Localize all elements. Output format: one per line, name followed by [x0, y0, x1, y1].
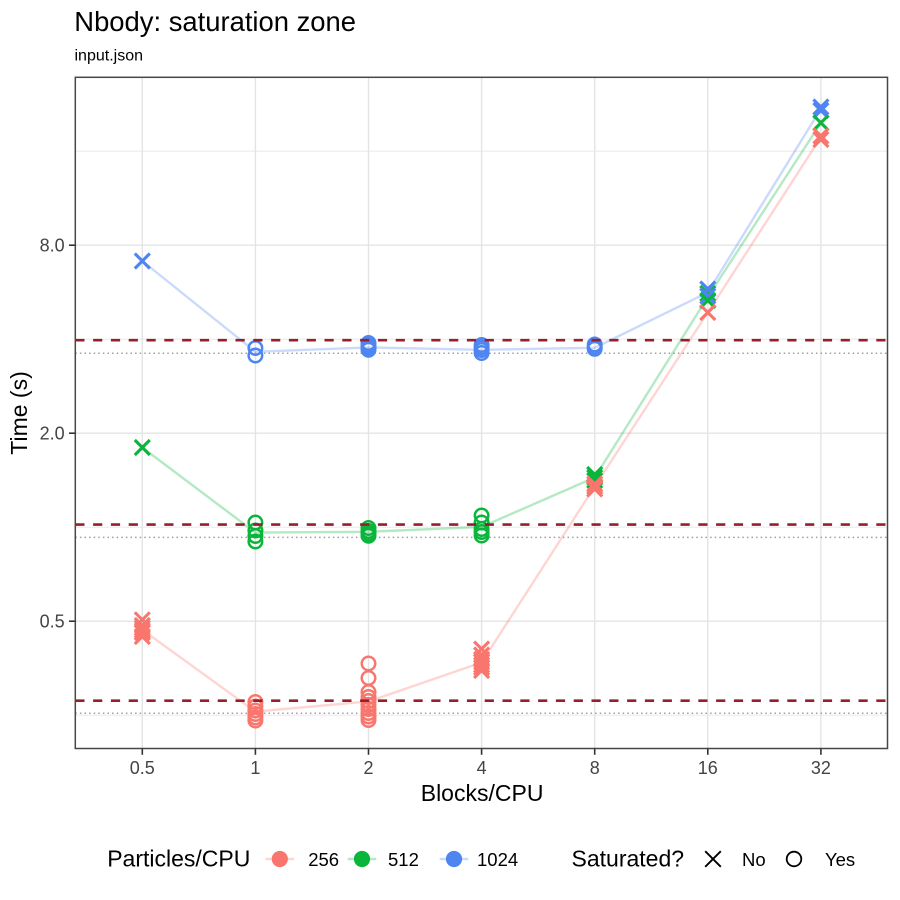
svg-text:8: 8: [590, 758, 600, 778]
svg-text:Time (s): Time (s): [6, 371, 32, 454]
svg-text:0.5: 0.5: [130, 758, 155, 778]
svg-text:Yes: Yes: [825, 849, 855, 870]
svg-text:Saturated?: Saturated?: [572, 846, 685, 872]
svg-text:Blocks/CPU: Blocks/CPU: [421, 780, 544, 806]
svg-text:32: 32: [811, 758, 831, 778]
svg-text:8.0: 8.0: [40, 236, 65, 256]
svg-text:1024: 1024: [477, 849, 518, 870]
svg-text:2.0: 2.0: [40, 424, 65, 444]
svg-text:No: No: [742, 849, 766, 870]
svg-text:2: 2: [363, 758, 373, 778]
svg-text:1: 1: [250, 758, 260, 778]
svg-text:input.json: input.json: [75, 48, 144, 65]
svg-text:256: 256: [308, 849, 339, 870]
svg-text:0.5: 0.5: [40, 612, 65, 632]
svg-text:512: 512: [388, 849, 419, 870]
svg-text:Nbody: saturation zone: Nbody: saturation zone: [74, 6, 356, 37]
svg-text:Particles/CPU: Particles/CPU: [107, 846, 250, 872]
svg-text:16: 16: [698, 758, 718, 778]
svg-text:4: 4: [477, 758, 487, 778]
